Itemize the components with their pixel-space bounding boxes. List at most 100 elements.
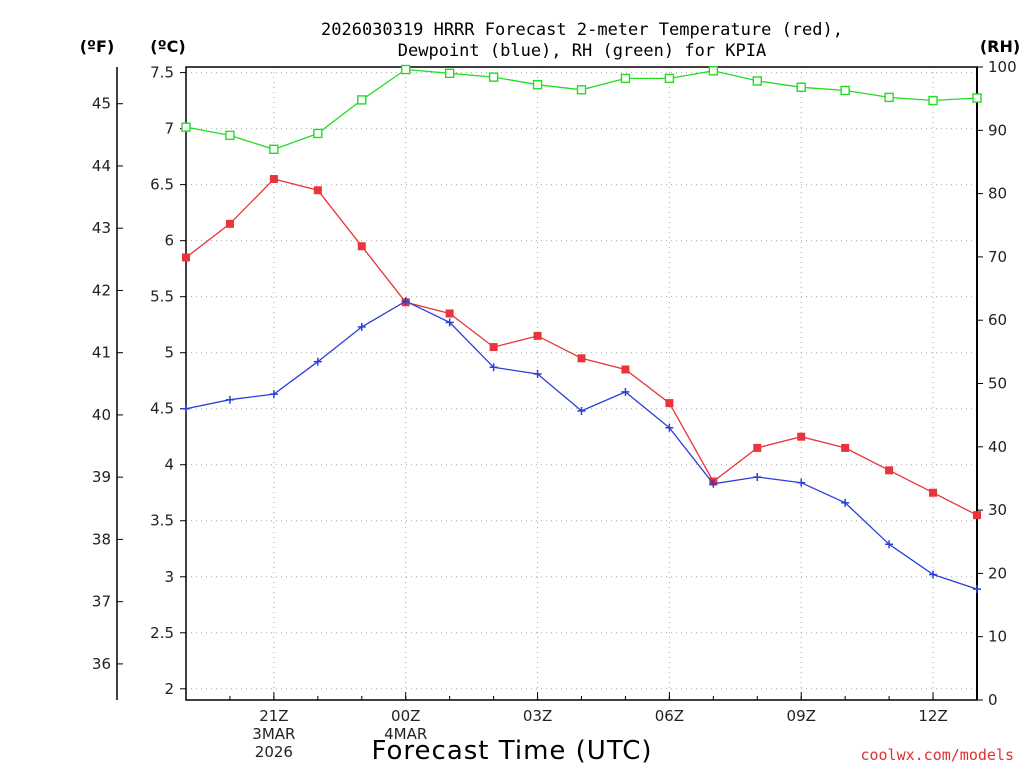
temperature-point	[929, 488, 938, 497]
axes	[116, 66, 983, 701]
celsius-tick-label: 2	[164, 680, 174, 698]
celsius-tick-label: 7.5	[150, 64, 174, 82]
dewpoint-point	[929, 570, 938, 579]
credit-link[interactable]: coolwx.com/models	[860, 746, 1014, 764]
temperature-point	[665, 399, 674, 408]
celsius-tick-label: 3	[164, 568, 174, 586]
rh-line	[185, 68, 978, 150]
chart-title-line-2: Dewpoint (blue), RH (green) for KPIA	[398, 41, 766, 61]
celsius-axis-unit: (ºC)	[150, 37, 185, 56]
celsius-tick-label: 2.5	[150, 624, 174, 642]
rh-tick-label: 0	[988, 691, 998, 709]
fahrenheit-tick-label: 37	[92, 593, 111, 611]
celsius-tick-label: 4	[164, 456, 174, 474]
rh-point	[576, 85, 587, 95]
dewpoint-point	[225, 395, 234, 404]
celsius-tick-label: 7	[164, 120, 174, 138]
rh-tick-label: 70	[988, 248, 1007, 266]
temperature-point	[445, 309, 454, 318]
fahrenheit-axis-unit: (ºF)	[80, 37, 115, 56]
dewpoint-point	[577, 406, 586, 415]
dewpoint-point	[445, 318, 454, 327]
rh-point	[444, 68, 455, 79]
temperature-point	[885, 466, 894, 475]
rh-axis-unit: (RH)	[980, 37, 1020, 56]
x-tick-label: 3MAR	[252, 725, 295, 743]
rh-tick-label: 30	[988, 501, 1007, 519]
rh-point	[972, 93, 982, 103]
dewpoint-point	[885, 540, 894, 549]
dewpoint-point	[489, 363, 498, 372]
rh-point	[357, 95, 367, 105]
temperature-point	[269, 175, 278, 184]
rh-tick-label: 90	[988, 121, 1007, 139]
dewpoint-point	[797, 478, 806, 487]
rh-tick-label: 50	[988, 375, 1007, 393]
temperature-point	[973, 511, 981, 520]
dewpoint-point	[533, 369, 542, 378]
rh-point	[664, 73, 675, 84]
celsius-tick-label: 3.5	[150, 512, 174, 530]
fahrenheit-tick-label: 41	[92, 344, 111, 362]
rh-point	[401, 64, 411, 75]
fahrenheit-tick-label: 44	[92, 157, 111, 175]
x-tick-label: 2026	[255, 743, 293, 761]
fahrenheit-tick-label: 40	[92, 406, 111, 424]
rh-tick-label: 20	[988, 564, 1007, 582]
rh-point	[708, 66, 719, 76]
dewpoint-point	[269, 390, 278, 399]
rh-tick-label: 40	[988, 438, 1007, 456]
temperature-point	[577, 354, 586, 363]
rh-point	[620, 73, 631, 84]
fahrenheit-tick-label: 43	[92, 219, 111, 237]
rh-point	[752, 76, 762, 86]
celsius-tick-label: 5	[164, 344, 174, 362]
rh-point	[269, 144, 279, 154]
celsius-tick-label: 5.5	[150, 288, 174, 306]
celsius-tick-label: 6.5	[150, 176, 174, 194]
fahrenheit-tick-label: 42	[92, 281, 111, 299]
rh-point	[313, 128, 323, 139]
temperature-point	[182, 253, 190, 262]
dewpoint-point	[357, 322, 366, 331]
rh-tick-label: 100	[988, 58, 1017, 76]
plot-frame	[185, 66, 978, 701]
x-tick-label: 12Z	[918, 707, 947, 725]
rh-point	[532, 80, 543, 90]
temperature-point	[489, 343, 498, 352]
rh-point	[796, 82, 806, 92]
fahrenheit-tick-label: 36	[92, 655, 111, 673]
dewpoint-point	[621, 387, 630, 396]
x-tick-label: 00Z	[391, 707, 420, 725]
dewpoint-line	[185, 300, 978, 590]
temperature-point	[753, 443, 762, 452]
temperature-point	[621, 365, 630, 374]
x-tick-label: 03Z	[523, 707, 552, 725]
celsius-tick-label: 6	[164, 232, 174, 250]
rh-point	[181, 122, 191, 132]
rh-tick-label: 10	[988, 628, 1007, 646]
dewpoint-point	[313, 357, 322, 366]
grid-lines	[186, 67, 977, 700]
tick-labels: 2 2.5 3 3.5 4 4.5 5 5.5 6 6.5 7 7.5 36 37 38 39 40 41 42 43…	[92, 58, 1017, 761]
temperature-point	[357, 242, 366, 251]
data-series	[181, 64, 982, 594]
rh-tick-label: 60	[988, 311, 1007, 329]
temperature-point	[533, 331, 542, 340]
chart-title-line-1: 2026030319 HRRR Forecast 2-meter Tempera…	[321, 20, 843, 40]
fahrenheit-tick-label: 38	[92, 530, 111, 548]
x-tick-label: 09Z	[787, 707, 816, 725]
rh-point	[884, 92, 894, 103]
x-tick-label: 06Z	[655, 707, 684, 725]
temperature-point	[313, 186, 322, 195]
rh-point	[225, 130, 235, 141]
dewpoint-point	[841, 498, 850, 507]
temperature-point	[225, 219, 234, 228]
temperature-point	[841, 443, 850, 452]
rh-point	[928, 95, 938, 106]
dewpoint-point	[973, 585, 981, 594]
x-tick-label: 21Z	[259, 707, 288, 725]
dewpoint-point	[665, 423, 674, 432]
temperature-point	[797, 432, 806, 441]
